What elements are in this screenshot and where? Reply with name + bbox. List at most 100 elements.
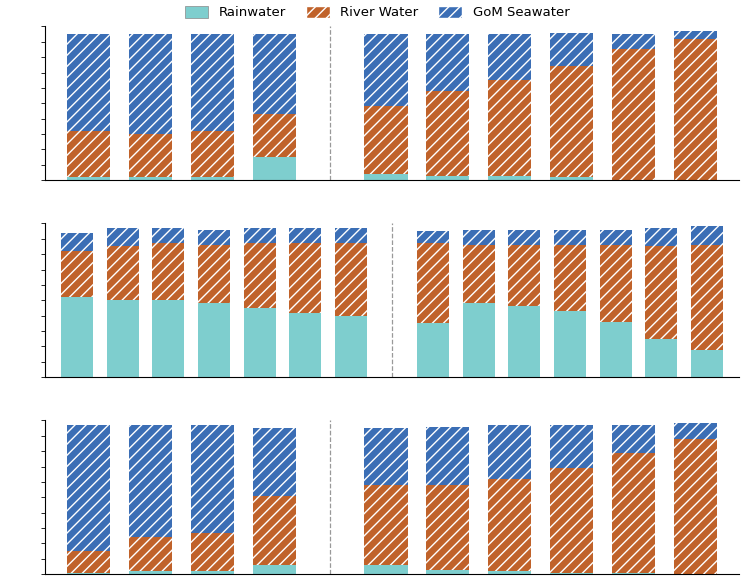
Bar — [554, 245, 586, 311]
Bar — [426, 91, 470, 176]
Bar — [67, 551, 110, 573]
Bar — [191, 131, 234, 177]
Bar — [67, 425, 110, 551]
Bar — [550, 425, 593, 468]
Bar — [674, 424, 717, 439]
Bar — [129, 34, 172, 134]
Bar — [191, 131, 234, 177]
Bar — [417, 323, 449, 377]
Bar — [599, 230, 632, 245]
Bar — [152, 228, 185, 243]
Bar — [612, 425, 655, 453]
Bar — [426, 176, 470, 180]
Bar — [129, 134, 172, 177]
Bar — [364, 107, 408, 174]
Bar — [463, 304, 495, 377]
Bar — [488, 571, 532, 574]
Bar — [152, 301, 185, 377]
Bar — [253, 34, 296, 114]
Bar — [290, 313, 321, 377]
Bar — [191, 533, 234, 571]
Legend: Rainwater, River Water, GoM Seawater: Rainwater, River Water, GoM Seawater — [179, 1, 575, 25]
Bar — [554, 230, 586, 245]
Bar — [67, 573, 110, 574]
Bar — [335, 228, 367, 243]
Bar — [645, 228, 677, 247]
Bar — [129, 177, 172, 180]
Bar — [550, 468, 593, 573]
Bar — [550, 468, 593, 573]
Bar — [488, 425, 532, 479]
Bar — [674, 439, 717, 574]
Bar — [191, 533, 234, 571]
Bar — [426, 485, 470, 570]
Bar — [488, 34, 532, 80]
Bar — [129, 134, 172, 177]
Bar — [152, 228, 185, 243]
Bar — [67, 551, 110, 573]
Bar — [612, 34, 655, 49]
Bar — [612, 34, 655, 49]
Bar — [691, 245, 723, 350]
Bar — [191, 571, 234, 574]
Bar — [107, 301, 139, 377]
Bar — [244, 308, 276, 377]
Bar — [244, 228, 276, 243]
Bar — [612, 573, 655, 574]
Bar — [335, 316, 367, 377]
Bar — [417, 231, 449, 243]
Bar — [612, 425, 655, 453]
Bar — [426, 34, 470, 91]
Bar — [107, 247, 139, 301]
Bar — [152, 243, 185, 301]
Bar — [364, 107, 408, 174]
Bar — [364, 428, 408, 485]
Bar — [426, 427, 470, 485]
Bar — [508, 230, 541, 245]
Bar — [463, 245, 495, 304]
Bar — [426, 485, 470, 570]
Bar — [61, 233, 93, 251]
Bar — [364, 174, 408, 180]
Bar — [674, 39, 717, 180]
Bar — [198, 245, 230, 304]
Bar — [364, 485, 408, 565]
Bar — [253, 565, 296, 574]
Bar — [554, 311, 586, 377]
Bar — [61, 233, 93, 251]
Bar — [129, 537, 172, 571]
Bar — [417, 231, 449, 243]
Bar — [488, 425, 532, 479]
Bar — [463, 245, 495, 304]
Bar — [426, 570, 470, 574]
Bar — [645, 247, 677, 339]
Bar — [67, 131, 110, 177]
Bar — [364, 565, 408, 574]
Bar — [426, 91, 470, 176]
Bar — [612, 49, 655, 180]
Bar — [364, 34, 408, 107]
Bar — [290, 228, 321, 243]
Bar — [463, 230, 495, 245]
Bar — [198, 230, 230, 245]
Bar — [612, 453, 655, 573]
Bar — [67, 425, 110, 551]
Bar — [599, 322, 632, 377]
Bar — [599, 245, 632, 322]
Bar — [599, 245, 632, 322]
Bar — [191, 177, 234, 180]
Bar — [599, 230, 632, 245]
Bar — [244, 243, 276, 308]
Bar — [253, 34, 296, 114]
Bar — [645, 247, 677, 339]
Bar — [335, 243, 367, 316]
Bar — [691, 226, 723, 245]
Bar — [488, 479, 532, 571]
Bar — [191, 425, 234, 533]
Bar — [191, 425, 234, 533]
Bar — [253, 496, 296, 565]
Bar — [674, 424, 717, 439]
Bar — [645, 339, 677, 377]
Bar — [253, 157, 296, 180]
Bar — [691, 350, 723, 377]
